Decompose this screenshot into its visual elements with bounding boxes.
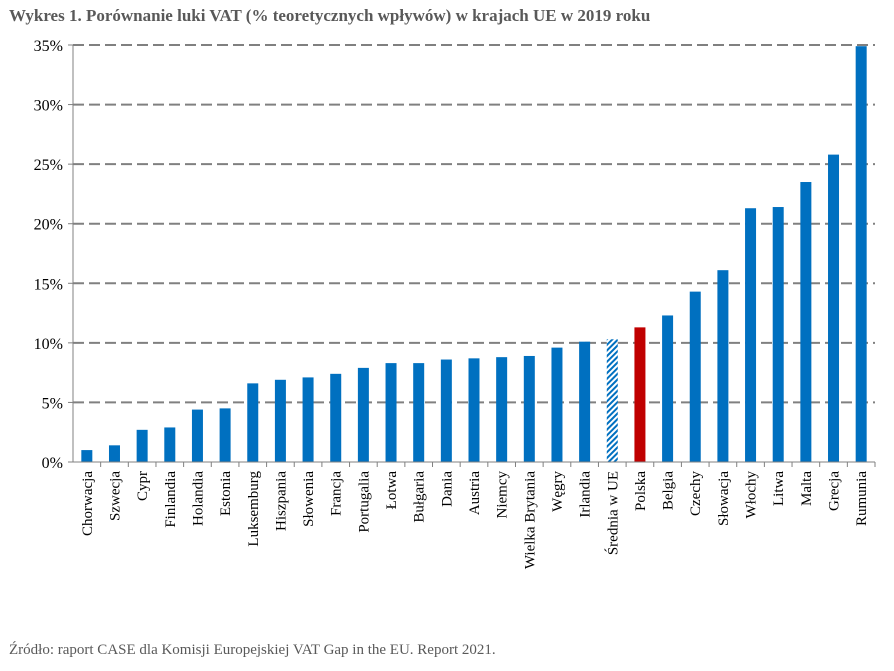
- bar-malta: [800, 182, 812, 462]
- bar-litwa: [772, 207, 784, 462]
- y-tick-label: 25%: [34, 157, 63, 174]
- x-tick-label: Węgry: [550, 471, 566, 512]
- bar-chorwacja: [81, 450, 93, 462]
- bar-czechy: [689, 291, 701, 462]
- x-tick-label: Polska: [633, 471, 649, 511]
- bar-węgry: [551, 347, 563, 462]
- x-axis-labels: Chorwacja Szwecja Cypr Finlandia Holandia Est…: [80, 462, 876, 569]
- bar-polska: [634, 327, 646, 462]
- x-tick-label: Hiszpania: [273, 471, 289, 531]
- bar-słowacja: [717, 270, 729, 462]
- x-tick-label: Chorwacja: [80, 471, 96, 536]
- y-tick-label: 20%: [34, 217, 63, 234]
- bar-szwecja: [108, 445, 120, 462]
- bar-luksemburg: [247, 383, 259, 462]
- x-tick-label: Łotwa: [384, 471, 400, 510]
- bar-portugalia: [357, 367, 369, 462]
- x-tick-label: Luksemburg: [246, 471, 262, 547]
- x-tick-label: Estonia: [218, 471, 234, 516]
- x-tick-label: Szwecja: [107, 471, 123, 521]
- bar-niemcy: [496, 357, 508, 462]
- bar-belgia: [662, 315, 674, 462]
- x-tick-label: Malta: [799, 471, 815, 506]
- chart-title: Wykres 1. Porównanie luki VAT (% teorety…: [9, 6, 651, 25]
- bar-hiszpania: [274, 379, 286, 462]
- x-tick-label: Rumunia: [854, 471, 870, 526]
- bar-austria: [468, 358, 480, 462]
- y-tick-label: 10%: [34, 336, 63, 353]
- y-tick-label: 15%: [34, 276, 63, 293]
- bar-estonia: [219, 408, 231, 462]
- x-tick-label: Portugalia: [356, 471, 372, 533]
- bar-grecja: [828, 154, 840, 462]
- bar-francja: [330, 373, 342, 462]
- y-tick-label: 5%: [42, 395, 63, 412]
- x-tick-label: Niemcy: [495, 471, 511, 519]
- bar-finlandia: [164, 427, 176, 462]
- bar-holandia: [191, 409, 203, 462]
- x-tick-label: Austria: [467, 471, 483, 516]
- x-tick-label: Dania: [439, 471, 455, 507]
- bar-średnia-w-ue: [606, 339, 618, 462]
- x-tick-label: Średnia w UE: [604, 471, 621, 555]
- x-tick-label: Bułgaria: [412, 471, 428, 523]
- bar-cypr: [136, 429, 148, 462]
- x-tick-label: Litwa: [771, 471, 787, 506]
- x-tick-label: Włochy: [744, 471, 760, 519]
- x-tick-label: Belgia: [661, 471, 677, 510]
- bar-słowenia: [302, 377, 314, 462]
- y-tick-label: 0%: [42, 455, 63, 472]
- bar-wielka-brytania: [523, 355, 535, 462]
- y-axis-ticks: 0% 5% 10% 15% 20% 25% 30% 35%: [34, 38, 73, 472]
- x-tick-label: Cypr: [135, 471, 151, 501]
- x-tick-label: Irlandia: [578, 471, 594, 518]
- bar-włochy: [745, 208, 757, 462]
- bar-chart: 0%5%10%15%20%25%30%35% Chorwacja Szwecja C…: [34, 38, 876, 569]
- x-tick-label: Finlandia: [163, 471, 179, 528]
- x-tick-label: Słowenia: [301, 471, 317, 527]
- x-tick-label: Grecja: [827, 471, 843, 511]
- x-tick-label: Wielka Brytania: [522, 471, 538, 569]
- x-tick-label: Francja: [329, 471, 345, 516]
- bar-rumunia: [855, 46, 867, 462]
- x-tick-label: Czechy: [688, 471, 704, 516]
- bar-łotwa: [385, 363, 397, 462]
- source-note: Źródło: raport CASE dla Komisji Europejs…: [9, 642, 496, 658]
- bar-irlandia: [579, 341, 591, 462]
- bars: [81, 46, 867, 462]
- x-tick-label: Słowacja: [716, 471, 732, 526]
- y-tick-label: 30%: [34, 98, 63, 115]
- y-tick-label: 35%: [34, 38, 63, 55]
- x-tick-label: Holandia: [190, 471, 206, 526]
- bar-bułgaria: [413, 363, 425, 462]
- axes: [72, 45, 875, 463]
- bar-dania: [440, 359, 452, 462]
